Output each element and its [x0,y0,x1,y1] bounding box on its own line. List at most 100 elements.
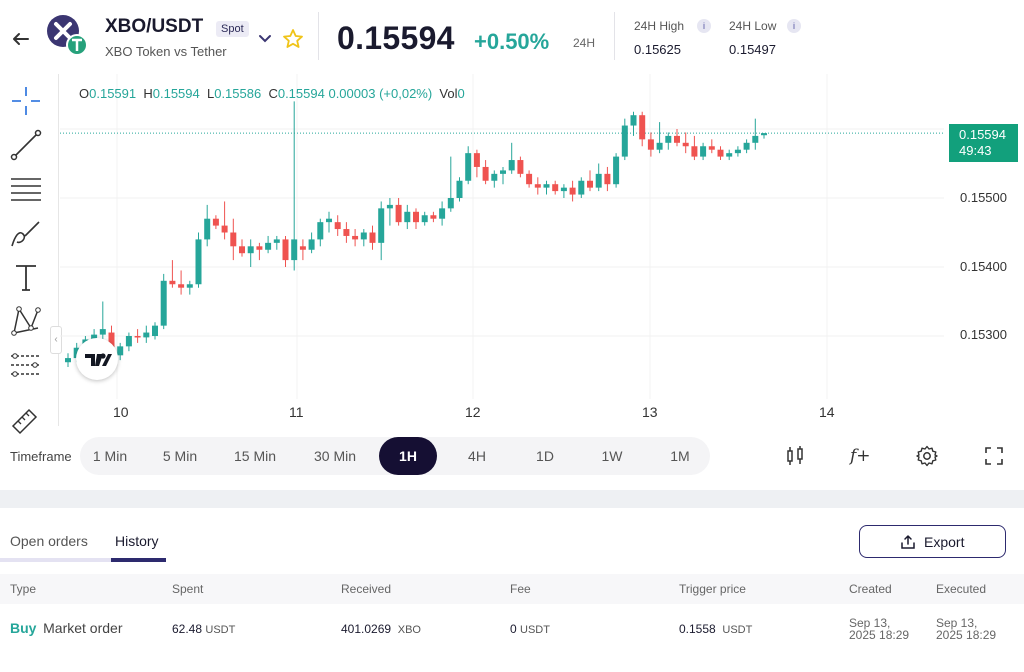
tab-open-orders[interactable]: Open orders [10,533,88,549]
candle [308,232,315,254]
fee-unit: USDT [520,624,550,636]
back-arrow-icon[interactable] [8,26,34,52]
low-label: 24H Low [729,19,777,33]
ruler-icon[interactable] [9,402,43,436]
indicators-icon[interactable]: f+ [850,446,871,466]
orders-panel: Open orders History Export Type Spent Re… [0,508,1024,672]
x-tick-label: 11 [289,404,304,420]
candlestick-chart[interactable] [60,74,944,404]
candle [691,135,698,161]
candle [317,218,324,247]
candle [708,139,715,154]
pattern-icon[interactable] [9,304,43,338]
candle [569,180,576,202]
tradingview-logo-icon[interactable] [76,338,118,380]
candle-body [578,180,585,195]
candle-body [221,225,228,233]
candle-body [160,280,167,326]
candle-body [334,222,341,230]
fib-lines-icon[interactable] [9,172,43,206]
tabs-track [0,558,166,562]
candle-body [117,346,124,356]
info-icon[interactable]: i [697,19,711,33]
fullscreen-icon[interactable] [982,444,1006,468]
active-tab-indicator [111,558,166,562]
star-icon[interactable] [282,28,304,50]
export-label: Export [924,534,965,550]
timeframe-1m[interactable]: 1M [670,448,690,464]
timeframe-1w[interactable]: 1W [601,448,623,464]
measure-lines-icon[interactable] [9,348,43,382]
candle [178,270,185,295]
candle [543,180,550,195]
export-button[interactable]: Export [859,525,1006,558]
x-tick-label: 12 [465,404,481,420]
timeframe-1h[interactable]: 1H [379,437,437,475]
spent-cell: 62.48 USDT [172,622,235,636]
candle [508,142,515,174]
ohlc-low: 0.15586 [214,86,262,101]
y-tick-label: 0.15400 [960,259,1007,274]
candle-body [360,232,367,240]
table-row[interactable]: Buy Market order 62.48 USDT 401.0269 XBO… [0,604,1024,656]
candle-body [439,208,446,219]
candle-body [639,115,646,140]
timeframe-15min[interactable]: 15 Min [233,448,277,464]
low-value: 0.15497 [729,42,776,57]
candle [604,166,611,192]
candle-body [500,170,506,174]
candle-body [473,153,480,167]
ohlc-low-label: L [206,86,215,101]
executed-cell: Sep 13, 2025 18:29 [936,617,1016,641]
trend-line-icon[interactable] [9,128,43,162]
candle-type-icon[interactable] [783,444,807,468]
candle-body [186,284,193,288]
y-tick-label: 0.15500 [960,190,1007,205]
col-type: Type [10,582,37,596]
info-icon[interactable]: i [787,19,801,33]
candle-body [134,336,141,338]
candle [169,260,176,288]
candle-body [656,142,663,150]
received-cell: 401.0269 XBO [341,622,421,636]
candle [517,156,524,178]
tab-history[interactable]: History [115,533,159,549]
candle [430,211,437,223]
candle-body [299,246,306,250]
price-chart[interactable] [60,74,944,404]
candle [413,208,419,230]
timeframe-1d[interactable]: 1D [536,448,554,464]
candle [534,177,541,195]
candle [752,118,759,150]
chevron-down-icon[interactable] [256,30,274,48]
received-unit: XBO [397,624,421,636]
timeframe-5min[interactable]: 5 Min [162,448,198,464]
col-received: Received [341,582,392,596]
candle-body [700,146,707,157]
header-divider [318,12,319,60]
timeframe-30min[interactable]: 30 Min [313,448,357,464]
collapse-toolbar-button[interactable]: ‹ [50,326,62,354]
settings-icon[interactable] [915,444,939,468]
crosshair-icon[interactable] [9,84,43,118]
candle-body [604,173,611,185]
candle-body [169,280,176,285]
timeframe-1min[interactable]: 1 Min [92,448,128,464]
timeframe-4h[interactable]: 4H [468,448,486,464]
candle-body [569,187,576,195]
candle-body [404,211,411,223]
candle [734,146,741,157]
candle [204,204,211,247]
candle [500,166,506,185]
brush-icon[interactable] [9,216,43,250]
received-value: 401.0269 [341,622,392,636]
candle-body [726,153,733,157]
candle-body [717,149,724,157]
candle-body [369,232,376,243]
candle-body [152,325,158,336]
text-icon[interactable] [9,260,43,294]
candle-body [708,146,715,150]
candle [439,201,446,226]
ohlc-readout: O0.15591 H0.15594 L0.15586 C0.15594 0.00… [79,86,465,101]
